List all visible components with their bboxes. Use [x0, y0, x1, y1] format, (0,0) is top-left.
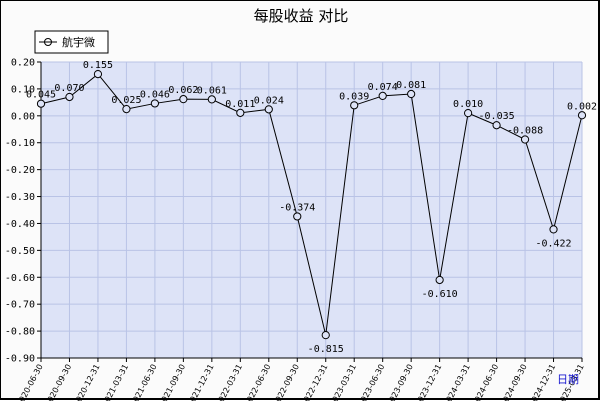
data-label: -0.035	[479, 111, 515, 122]
data-label: 0.010	[453, 99, 483, 110]
plot-area	[41, 62, 582, 358]
legend: 航宇微	[34, 30, 109, 54]
data-point	[464, 109, 473, 118]
data-point	[293, 212, 302, 221]
data-label: 0.011	[225, 99, 255, 110]
x-tick-label: 2020-12-31	[72, 363, 102, 401]
y-tick-label: 0.20	[11, 58, 35, 69]
x-tick-label: 2023-03-31	[328, 363, 358, 401]
data-point	[435, 275, 444, 285]
data-label: 0.061	[197, 85, 227, 96]
data-point	[122, 104, 131, 114]
legend-circle-marker	[44, 38, 52, 46]
data-label: 0.155	[83, 60, 113, 71]
y-tick-label: -0.40	[5, 219, 35, 230]
series-line	[40, 73, 583, 336]
data-label: -0.815	[308, 344, 344, 355]
data-label: 0.002	[567, 101, 597, 112]
data-label: 0.070	[54, 83, 84, 94]
data-point	[236, 108, 245, 117]
x-tick-label: 2022-03-31	[214, 363, 244, 401]
data-point	[520, 135, 530, 144]
y-tick-label: -0.60	[5, 273, 35, 284]
y-tick-label: 0.00	[11, 111, 35, 122]
x-tick-label: 2021-06-30	[129, 363, 159, 401]
data-point	[36, 99, 46, 108]
x-tick-label: 2020-06-30	[15, 363, 45, 401]
x-tick-label: 2022-09-30	[271, 363, 301, 401]
y-tick-label: -0.20	[5, 165, 35, 176]
data-point	[179, 95, 188, 104]
x-tick-label: 2020-09-30	[43, 363, 73, 401]
data-label: 0.039	[339, 91, 369, 102]
x-tick-label: 2024-09-30	[499, 363, 529, 401]
data-point	[577, 111, 587, 120]
data-label: -0.422	[535, 238, 571, 249]
x-tick-label: 2022-06-30	[243, 363, 273, 401]
data-point	[321, 331, 330, 340]
data-label: -0.088	[507, 125, 543, 136]
legend-series-name: 航宇微	[62, 35, 95, 49]
data-label: 0.025	[111, 95, 141, 106]
x-axis-title: 日期	[557, 373, 579, 386]
data-point	[65, 92, 74, 102]
x-tick-label: 2023-06-30	[357, 363, 387, 401]
x-tick-label: 2024-03-31	[442, 363, 472, 401]
x-tick-label: 2021-03-31	[100, 363, 130, 401]
data-label: 0.024	[254, 95, 284, 106]
data-label: 0.074	[368, 82, 398, 93]
x-tick-label: 2022-12-31	[300, 363, 330, 401]
y-tick-label: -0.30	[5, 192, 35, 203]
y-tick-label: -0.90	[5, 354, 35, 365]
x-tick-label: 2023-09-30	[385, 363, 415, 401]
data-point	[378, 91, 387, 101]
data-label: -0.610	[422, 289, 458, 300]
data-point	[207, 95, 216, 104]
chart-title: 每股收益 对比	[254, 7, 349, 25]
y-tick-label: -0.50	[5, 246, 35, 257]
data-label: 0.081	[396, 80, 426, 91]
data-point	[549, 225, 558, 234]
data-point	[264, 105, 273, 114]
x-tick-label: 2024-12-31	[528, 363, 558, 401]
y-tick-label: -0.80	[5, 327, 35, 338]
y-tick-label: -0.10	[5, 138, 35, 149]
data-label: 0.046	[140, 89, 170, 100]
data-label: 0.045	[26, 90, 56, 101]
x-tick-label: 2021-12-31	[186, 363, 216, 401]
x-tick-label: 2024-06-30	[471, 363, 501, 401]
data-point	[150, 99, 159, 108]
legend-box	[34, 30, 109, 54]
data-point	[350, 101, 359, 110]
data-label: -0.374	[279, 202, 315, 213]
x-tick-label: 2021-09-30	[157, 363, 187, 401]
data-point	[93, 70, 103, 79]
data-point	[407, 89, 416, 99]
y-tick-label: 0.10	[11, 84, 35, 95]
x-tick-label: 2023-12-31	[414, 363, 444, 401]
data-label: 0.062	[168, 85, 198, 96]
data-point	[492, 121, 501, 130]
y-tick-label: -0.70	[5, 300, 35, 311]
